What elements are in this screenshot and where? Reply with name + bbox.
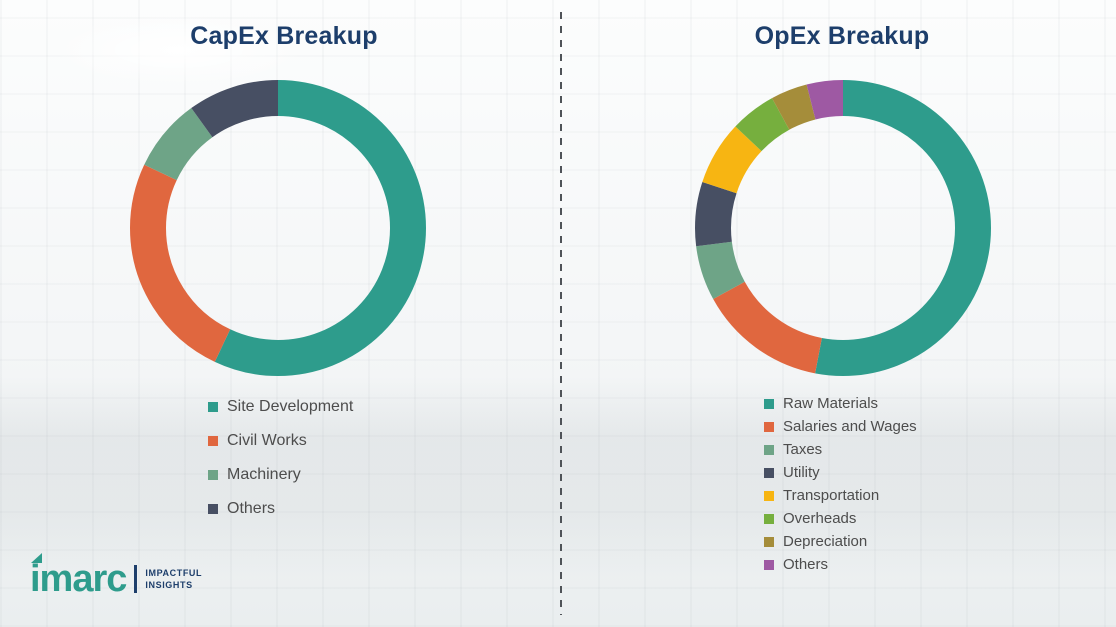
legend-item-raw-materials: Raw Materials [764,392,917,415]
legend-item-taxes: Taxes [764,438,917,461]
legend-item-others: Others [764,553,917,576]
imarc-logo-wordmark: imarc [30,553,127,600]
legend-label: Others [227,500,276,517]
donut-segment-others [695,80,991,376]
legend-item-civil-works: Civil Works [208,424,353,458]
vertical-dashed-divider [560,12,562,615]
legend-label: Site Development [227,398,354,415]
legend-item-site-development: Site Development [208,390,353,424]
capex-chart-title: CapEx Breakup [190,22,378,50]
legend-item-machinery: Machinery [208,458,353,492]
legend-label: Utility [783,464,820,481]
imarc-logo-tagline: IMPACTFUL INSIGHTS [145,567,202,591]
opex-donut-chart [695,80,991,376]
legend-label: Civil Works [227,432,307,449]
legend-label: Machinery [227,466,301,483]
legend-item-overheads: Overheads [764,507,917,530]
legend-item-salaries-and-wages: Salaries and Wages [764,415,917,438]
legend-label: Overheads [783,510,857,527]
tagline-line-1: IMPACTFUL [145,567,203,578]
legend-swatch-icon [764,536,774,547]
donut-segment-others [130,80,426,376]
legend-label: Salaries and Wages [783,418,917,435]
legend-swatch-icon [764,513,774,524]
legend-swatch-icon [764,490,774,501]
legend-swatch-icon [208,436,218,446]
legend-swatch-icon [208,402,218,412]
legend-item-depreciation: Depreciation [764,530,917,553]
legend-swatch-icon [208,504,218,514]
legend-swatch-icon [764,467,774,478]
legend-label: Taxes [783,441,823,458]
capex-donut-chart [130,80,426,376]
donut-segment-utility [695,80,991,376]
legend-item-transportation: Transportation [764,484,917,507]
legend-swatch-icon [764,398,774,409]
legend-item-others: Others [208,492,353,526]
legend-label: Depreciation [783,533,868,550]
legend-swatch-icon [764,421,774,432]
legend-label: Others [783,556,829,573]
legend-swatch-icon [208,470,218,480]
opex-legend: Raw Materials Salaries and Wages Taxes Util… [764,392,917,576]
legend-label: Raw Materials [783,395,879,412]
legend-label: Transportation [783,487,880,504]
imarc-logo-mark-icon [31,553,42,563]
legend-swatch-icon [764,559,774,570]
legend-item-utility: Utility [764,461,917,484]
donut-segment-civil-works [130,80,426,376]
capex-legend: Site Development Civil Works Machinery Othe… [208,390,353,526]
legend-swatch-icon [764,444,774,455]
tagline-line-2: INSIGHTS [145,580,193,590]
logo-divider-bar [134,565,138,593]
imarc-logo: imarc IMPACTFUL INSIGHTS [30,553,202,600]
opex-chart-title: OpEx Breakup [754,22,930,50]
imarc-logo-text: imarc [30,558,127,600]
